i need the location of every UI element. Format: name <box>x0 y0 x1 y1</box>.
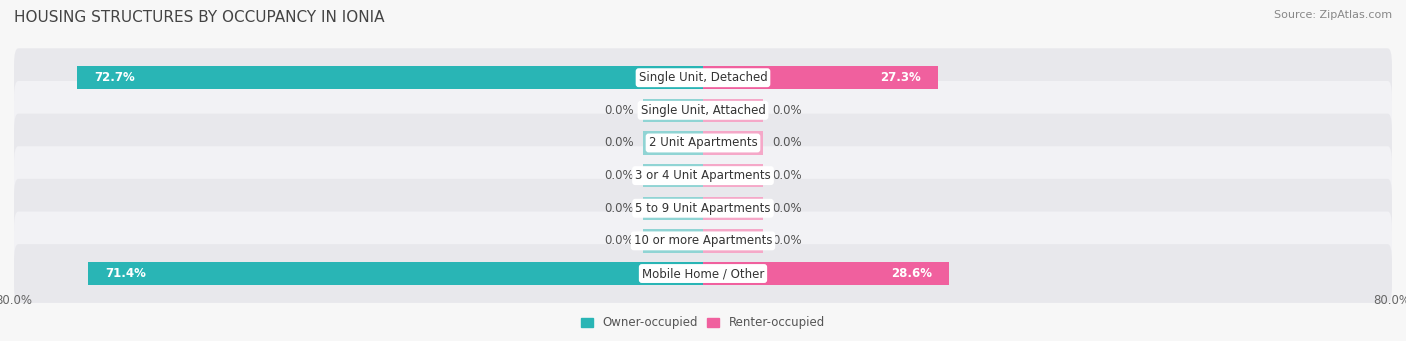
Bar <box>643 229 703 253</box>
Bar <box>643 164 703 187</box>
FancyBboxPatch shape <box>14 179 1392 238</box>
Text: Source: ZipAtlas.com: Source: ZipAtlas.com <box>1274 10 1392 20</box>
Text: 0.0%: 0.0% <box>772 202 801 215</box>
Bar <box>703 196 763 220</box>
Text: 5 to 9 Unit Apartments: 5 to 9 Unit Apartments <box>636 202 770 215</box>
Text: 0.0%: 0.0% <box>772 104 801 117</box>
Bar <box>703 66 938 89</box>
Bar <box>703 164 763 187</box>
Text: 0.0%: 0.0% <box>605 234 634 247</box>
Text: 27.3%: 27.3% <box>880 71 921 84</box>
Text: Single Unit, Attached: Single Unit, Attached <box>641 104 765 117</box>
Bar <box>643 131 703 155</box>
Text: 28.6%: 28.6% <box>891 267 932 280</box>
Bar <box>89 262 703 285</box>
Text: Mobile Home / Other: Mobile Home / Other <box>641 267 765 280</box>
Text: 0.0%: 0.0% <box>772 234 801 247</box>
FancyBboxPatch shape <box>14 146 1392 205</box>
FancyBboxPatch shape <box>14 48 1392 107</box>
Bar <box>703 229 763 253</box>
Bar <box>703 99 763 122</box>
Text: 72.7%: 72.7% <box>94 71 135 84</box>
Text: 3 or 4 Unit Apartments: 3 or 4 Unit Apartments <box>636 169 770 182</box>
Bar <box>77 66 703 89</box>
Text: 0.0%: 0.0% <box>605 169 634 182</box>
Bar <box>643 99 703 122</box>
Text: 71.4%: 71.4% <box>105 267 146 280</box>
Bar <box>703 131 763 155</box>
Text: 0.0%: 0.0% <box>772 136 801 149</box>
Bar <box>703 262 949 285</box>
Text: HOUSING STRUCTURES BY OCCUPANCY IN IONIA: HOUSING STRUCTURES BY OCCUPANCY IN IONIA <box>14 10 385 25</box>
Bar <box>643 196 703 220</box>
FancyBboxPatch shape <box>14 81 1392 140</box>
Text: 2 Unit Apartments: 2 Unit Apartments <box>648 136 758 149</box>
Text: 10 or more Apartments: 10 or more Apartments <box>634 234 772 247</box>
FancyBboxPatch shape <box>14 114 1392 172</box>
FancyBboxPatch shape <box>14 211 1392 270</box>
Text: 0.0%: 0.0% <box>605 202 634 215</box>
Text: Single Unit, Detached: Single Unit, Detached <box>638 71 768 84</box>
Text: 0.0%: 0.0% <box>605 104 634 117</box>
Text: 0.0%: 0.0% <box>605 136 634 149</box>
Text: 0.0%: 0.0% <box>772 169 801 182</box>
Legend: Owner-occupied, Renter-occupied: Owner-occupied, Renter-occupied <box>576 312 830 334</box>
FancyBboxPatch shape <box>14 244 1392 303</box>
